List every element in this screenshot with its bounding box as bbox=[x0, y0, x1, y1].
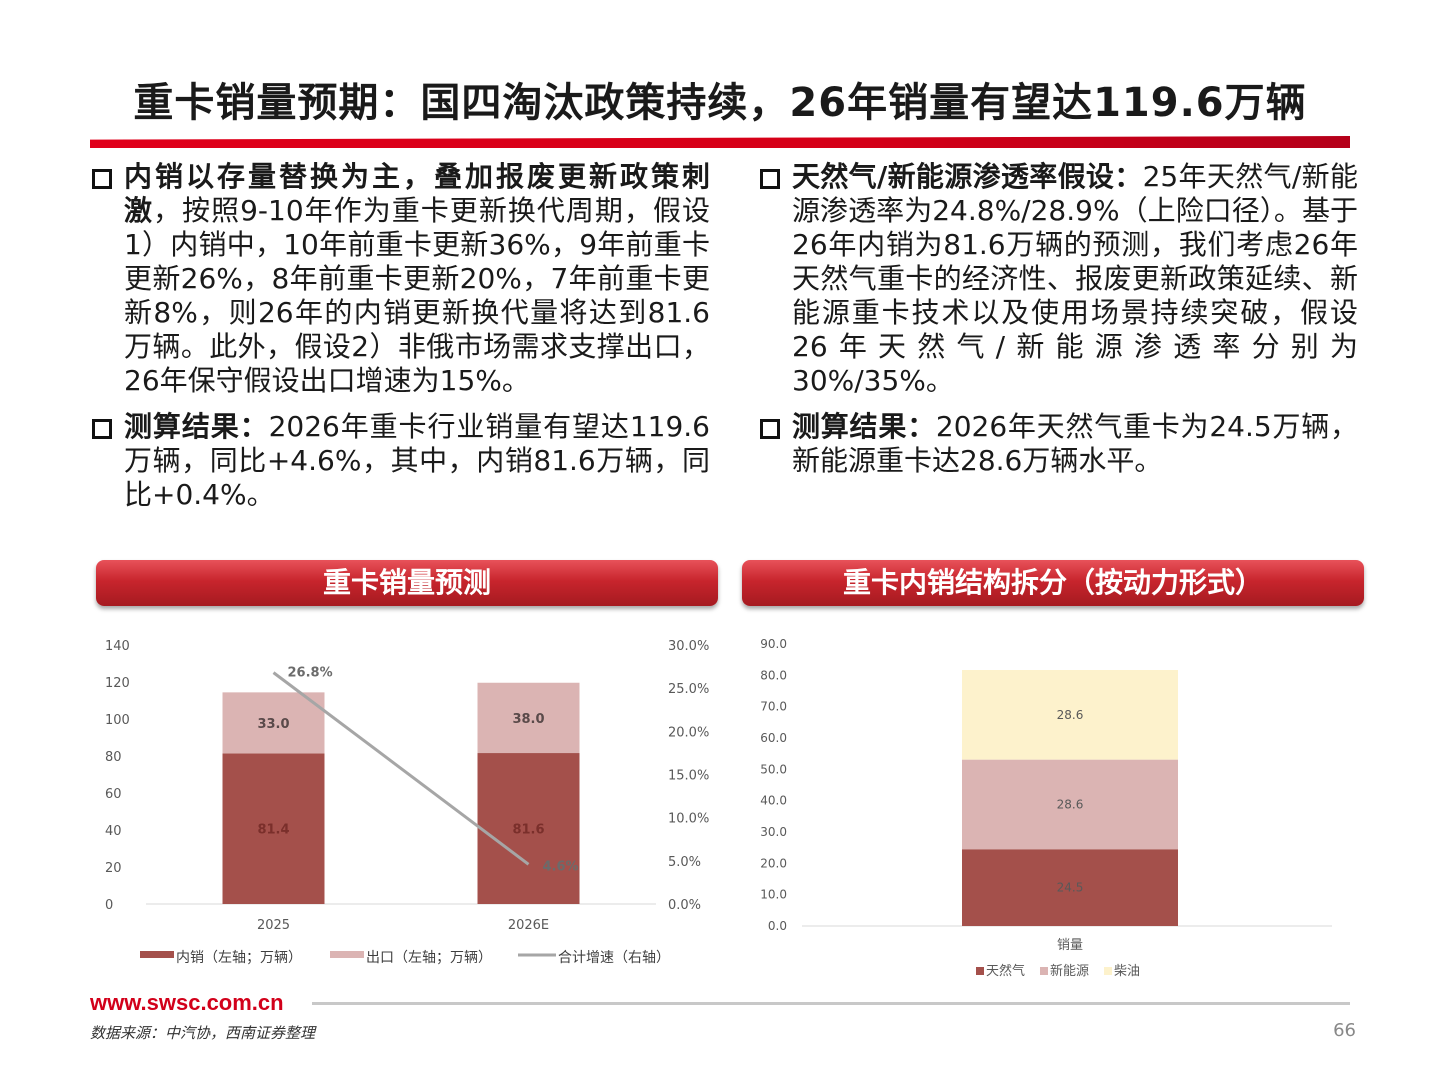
x-tick-label: 销量 bbox=[1057, 938, 1083, 953]
bar-segment bbox=[477, 753, 580, 904]
checkbox-square-icon bbox=[760, 169, 780, 189]
legend-label: 柴油 bbox=[1114, 964, 1140, 979]
footer-url: www.swsc.com.cn bbox=[90, 990, 284, 1015]
bar-segment bbox=[477, 682, 580, 754]
bar-value-label: 28.6 bbox=[1057, 797, 1084, 811]
bar-value-label: 81.4 bbox=[257, 823, 289, 838]
y2-tick-label: 15.0% bbox=[668, 769, 709, 784]
left-bullet-2-bold: 测算结果： bbox=[124, 410, 269, 443]
page-title: 重卡销量预期：国四淘汰政策持续，26年销量有望达119.6万辆 bbox=[133, 80, 1307, 126]
y-tick-label: 20.0 bbox=[760, 856, 787, 870]
y-tick-label: 90.0 bbox=[760, 637, 787, 651]
page-number: 66 bbox=[1333, 1020, 1356, 1041]
y-tick-label: 100 bbox=[105, 713, 130, 728]
heavy-truck-sales-chart: 0 20 40 60 80 100 120 140 0.0% 5.0% 10.0% 15.0% 20.0… bbox=[105, 639, 709, 966]
checkbox-square-icon bbox=[92, 419, 112, 439]
left-chart-header: 重卡销量预测 bbox=[96, 560, 718, 606]
y2-tick-label: 0.0% bbox=[668, 898, 701, 913]
data-source: 数据来源：中汽协，西南证券整理 bbox=[90, 1024, 316, 1042]
y2-tick-label: 10.0% bbox=[668, 812, 709, 827]
y2-tick-label: 20.0% bbox=[668, 725, 709, 740]
footer-divider bbox=[312, 1002, 1350, 1005]
bar-segment bbox=[222, 692, 325, 754]
y2-tick-label: 25.0% bbox=[668, 682, 709, 697]
right-bullet-2: 测算结果：2026年天然气重卡为24.5万辆，新能源重卡达28.6万辆水平。 bbox=[758, 410, 1358, 478]
y-tick-label: 60 bbox=[105, 787, 122, 802]
left-bullet-1: 内销以存量替换为主，叠加报废更新政策刺激，按照9-10年作为重卡更新换代周期，假… bbox=[90, 160, 710, 398]
growth-line bbox=[272, 671, 530, 866]
legend-label: 合计增速（右轴） bbox=[558, 950, 670, 966]
y-tick-label: 0 bbox=[105, 898, 113, 913]
left-text-column: 内销以存量替换为主，叠加报废更新政策刺激，按照9-10年作为重卡更新换代周期，假… bbox=[90, 160, 710, 524]
right-text-column: 天然气/新能源渗透率假设：25年天然气/新能源渗透率为24.8%/28.9%（上… bbox=[758, 160, 1358, 490]
y-tick-label: 40 bbox=[105, 824, 122, 839]
y-tick-label: 70.0 bbox=[760, 700, 787, 714]
y-tick-label: 80 bbox=[105, 750, 122, 765]
left-bullet-2: 测算结果：2026年重卡行业销量有望达119.6万辆，同比+4.6%，其中，内销… bbox=[90, 410, 710, 512]
y-tick-label: 40.0 bbox=[760, 794, 787, 808]
y-tick-label: 0.0 bbox=[768, 919, 787, 933]
legend-swatch bbox=[330, 951, 364, 958]
legend-swatch bbox=[140, 951, 174, 958]
y-tick-label: 30.0 bbox=[760, 825, 787, 839]
y2-tick-label: 5.0% bbox=[668, 855, 701, 870]
bar-segment bbox=[962, 849, 1178, 926]
left-bullet-1-text: ，按照9-10年作为重卡更新换代周期，假设1）内销中，10年前重卡更新36%，9… bbox=[124, 194, 710, 397]
legend-label: 天然气 bbox=[986, 963, 1025, 979]
legend-swatch bbox=[1040, 967, 1048, 975]
legend-label: 新能源 bbox=[1050, 963, 1089, 979]
growth-label: 26.8% bbox=[288, 666, 333, 681]
legend-swatch bbox=[976, 967, 984, 975]
x-tick-label: 2026E bbox=[508, 918, 549, 933]
domestic-structure-chart: 0.0 10.0 20.0 30.0 40.0 50.0 60.0 70.0 80.0 90.0 2… bbox=[760, 637, 1332, 979]
checkbox-square-icon bbox=[92, 169, 112, 189]
title-underline bbox=[90, 136, 1350, 148]
right-bullet-2-bold: 测算结果： bbox=[792, 410, 936, 443]
right-chart-header: 重卡内销结构拆分（按动力形式） bbox=[742, 560, 1364, 606]
checkbox-square-icon bbox=[760, 419, 780, 439]
right-bullet-1-bold: 天然气/新能源渗透率假设： bbox=[792, 160, 1143, 193]
y-tick-label: 50.0 bbox=[760, 762, 787, 776]
right-bullet-2-text: 2026年天然气重卡为24.5万辆，新能源重卡达28.6万辆水平。 bbox=[792, 410, 1358, 477]
legend-label: 出口（左轴；万辆） bbox=[366, 950, 492, 966]
legend-label: 内销（左轴；万辆） bbox=[176, 950, 302, 966]
bar-value-label: 81.6 bbox=[512, 823, 544, 838]
y-tick-label: 120 bbox=[105, 676, 130, 691]
right-bullet-1-text: 25年天然气/新能源渗透率为24.8%/28.9%（上险口径）。基于26年内销为… bbox=[792, 160, 1358, 397]
bar-segment bbox=[962, 759, 1178, 850]
bar-value-label: 33.0 bbox=[257, 717, 289, 732]
legend-swatch bbox=[1104, 967, 1112, 975]
left-bullet-1-bold: 内销以存量替换为主，叠加报废更新政策刺激 bbox=[124, 160, 710, 227]
bar-value-label: 28.6 bbox=[1057, 708, 1084, 722]
bar-value-label: 24.5 bbox=[1057, 881, 1084, 895]
bar-segment bbox=[222, 753, 325, 904]
y-tick-label: 80.0 bbox=[760, 668, 787, 682]
y-tick-label: 10.0 bbox=[760, 888, 787, 902]
left-bullet-2-text: 2026年重卡行业销量有望达119.6万辆，同比+4.6%，其中，内销81.6万… bbox=[124, 410, 710, 511]
growth-label: 4.6% bbox=[543, 859, 579, 874]
y2-tick-label: 30.0% bbox=[668, 639, 709, 654]
y-tick-label: 140 bbox=[105, 639, 130, 654]
y-tick-label: 20 bbox=[105, 861, 122, 876]
right-bullet-1: 天然气/新能源渗透率假设：25年天然气/新能源渗透率为24.8%/28.9%（上… bbox=[758, 160, 1358, 398]
x-tick-label: 2025 bbox=[257, 918, 290, 933]
y-tick-label: 60.0 bbox=[760, 731, 787, 745]
bar-segment bbox=[962, 670, 1178, 760]
bar-value-label: 38.0 bbox=[512, 712, 544, 727]
